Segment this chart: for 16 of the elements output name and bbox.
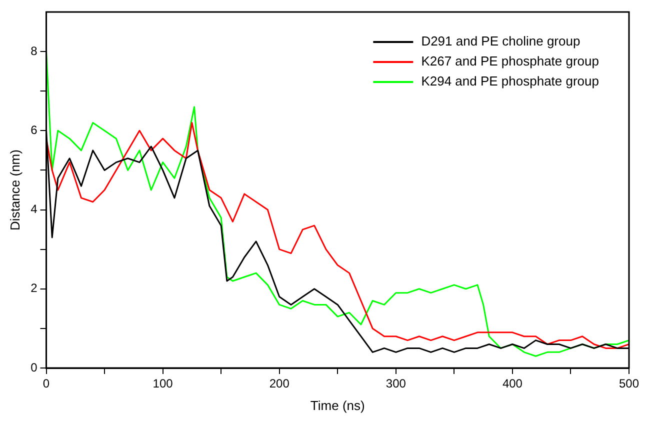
x-tick-label: 0 — [42, 376, 50, 391]
x-axis-title: Time (ns) — [310, 398, 365, 413]
y-tick-label: 6 — [30, 122, 38, 137]
y-tick-label: 8 — [30, 44, 38, 58]
y-axis-title: Distance (nm) — [7, 150, 22, 230]
legend-label: D291 and PE choline group — [421, 34, 580, 49]
y-tick-label: 4 — [30, 202, 38, 216]
x-tick-label: 300 — [386, 376, 406, 391]
x-tick-label: 400 — [502, 376, 523, 391]
y-tick-label: 0 — [30, 360, 38, 374]
x-tick-label: 500 — [618, 376, 640, 391]
x-tick-label: 100 — [152, 376, 174, 391]
x-tick-label: 200 — [269, 376, 290, 391]
legend-label: K294 and PE phosphate group — [421, 74, 599, 89]
y-tick-label: 2 — [30, 281, 38, 296]
legend-label: K267 and PE phosphate group — [421, 54, 599, 69]
